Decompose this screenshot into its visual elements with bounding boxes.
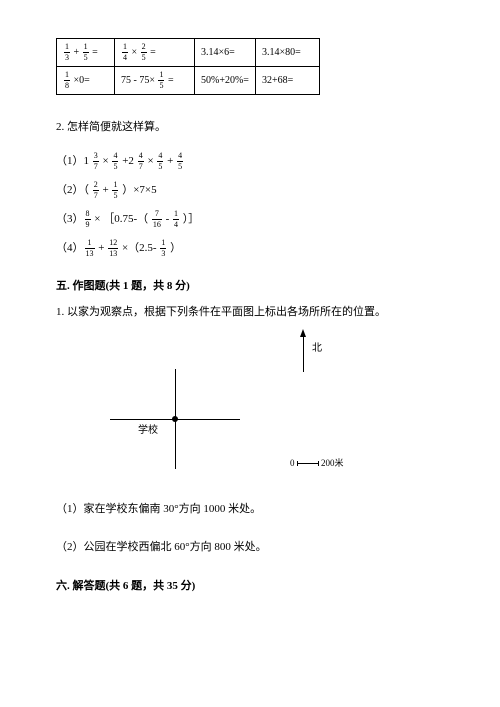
school-label: 学校	[138, 423, 158, 438]
frac: 45	[177, 152, 183, 171]
frac: 45	[157, 152, 163, 171]
e3-end: ）］	[180, 213, 199, 225]
scale-0: 0	[290, 458, 295, 468]
sec5-sub2: （2）公园在学校西偏北 60°方向 800 米处。	[56, 539, 444, 556]
calc-cell: 3.14×80=	[255, 39, 319, 67]
frac: 27	[93, 181, 99, 200]
frac: 14	[173, 210, 179, 229]
north-label: 北	[312, 341, 322, 356]
txt: +	[98, 242, 107, 254]
calc-cell: 50%+20%=	[195, 67, 256, 95]
sec5-sub1: （1）家在学校东偏南 30°方向 1000 米处。	[56, 501, 444, 518]
e3-mid: × ［0.75-（	[92, 213, 151, 225]
calc-cell: 13 + 15 =	[57, 39, 115, 67]
expr-2: （2）（ 27 + 15 ）×7×5	[56, 181, 444, 200]
expr-1: （1）1 37 × 45 +2 47 × 45 + 45	[56, 152, 444, 171]
txt: ×	[147, 155, 156, 167]
e4-pre: （4）	[56, 242, 84, 254]
expr-4: （4）113 + 1213 ×（2.5- 13 ）	[56, 239, 444, 258]
e4-mid: ×（2.5-	[119, 242, 159, 254]
section-5-title: 五. 作图题(共 1 题，共 8 分)	[56, 278, 444, 295]
txt: ×	[103, 155, 112, 167]
section-6-title: 六. 解答题(共 6 题，共 35 分)	[56, 578, 444, 595]
txt: +2	[122, 155, 136, 167]
e2-pre: （2）（	[56, 184, 92, 196]
e4-end: ）	[167, 242, 181, 254]
frac: 716	[152, 210, 162, 229]
e3-pre: （3）	[56, 213, 84, 225]
calc-cell: 14 × 25 =	[115, 39, 195, 67]
q2-title: 2. 怎样简便就这样算。	[56, 119, 444, 136]
scale-bar: 0 200米	[290, 457, 344, 471]
north-arrow-icon	[300, 329, 306, 372]
calc-cell: 75 - 75× 15 =	[115, 67, 195, 95]
txt: +	[167, 155, 176, 167]
e1-pre: （1）1	[56, 155, 92, 167]
sec5-q1: 1. 以家为观察点，根据下列条件在平面图上标出各场所所在的位置。	[56, 304, 444, 321]
diagram: 北 学校 0 200米	[90, 329, 410, 479]
frac: 13	[160, 239, 166, 258]
frac: 89	[85, 210, 91, 229]
calc-cell: 32+68=	[255, 67, 319, 95]
e2-mid: ）×7×5	[119, 184, 156, 196]
calc-cell: 3.14×6=	[195, 39, 256, 67]
frac: 37	[93, 152, 99, 171]
calc-table: 13 + 15 =14 × 25 =3.14×6=3.14×80= 18 ×0=7…	[56, 38, 320, 95]
txt: -	[166, 213, 172, 225]
scale-200: 200米	[321, 458, 344, 468]
frac: 15	[112, 181, 118, 200]
txt: +	[103, 184, 112, 196]
calc-cell: 18 ×0=	[57, 67, 115, 95]
frac: 47	[138, 152, 144, 171]
frac: 45	[112, 152, 118, 171]
school-dot-icon	[172, 416, 178, 422]
frac: 1213	[108, 239, 118, 258]
expr-3: （3）89 × ［0.75-（ 716 - 14 ）］	[56, 210, 444, 229]
frac: 113	[85, 239, 95, 258]
